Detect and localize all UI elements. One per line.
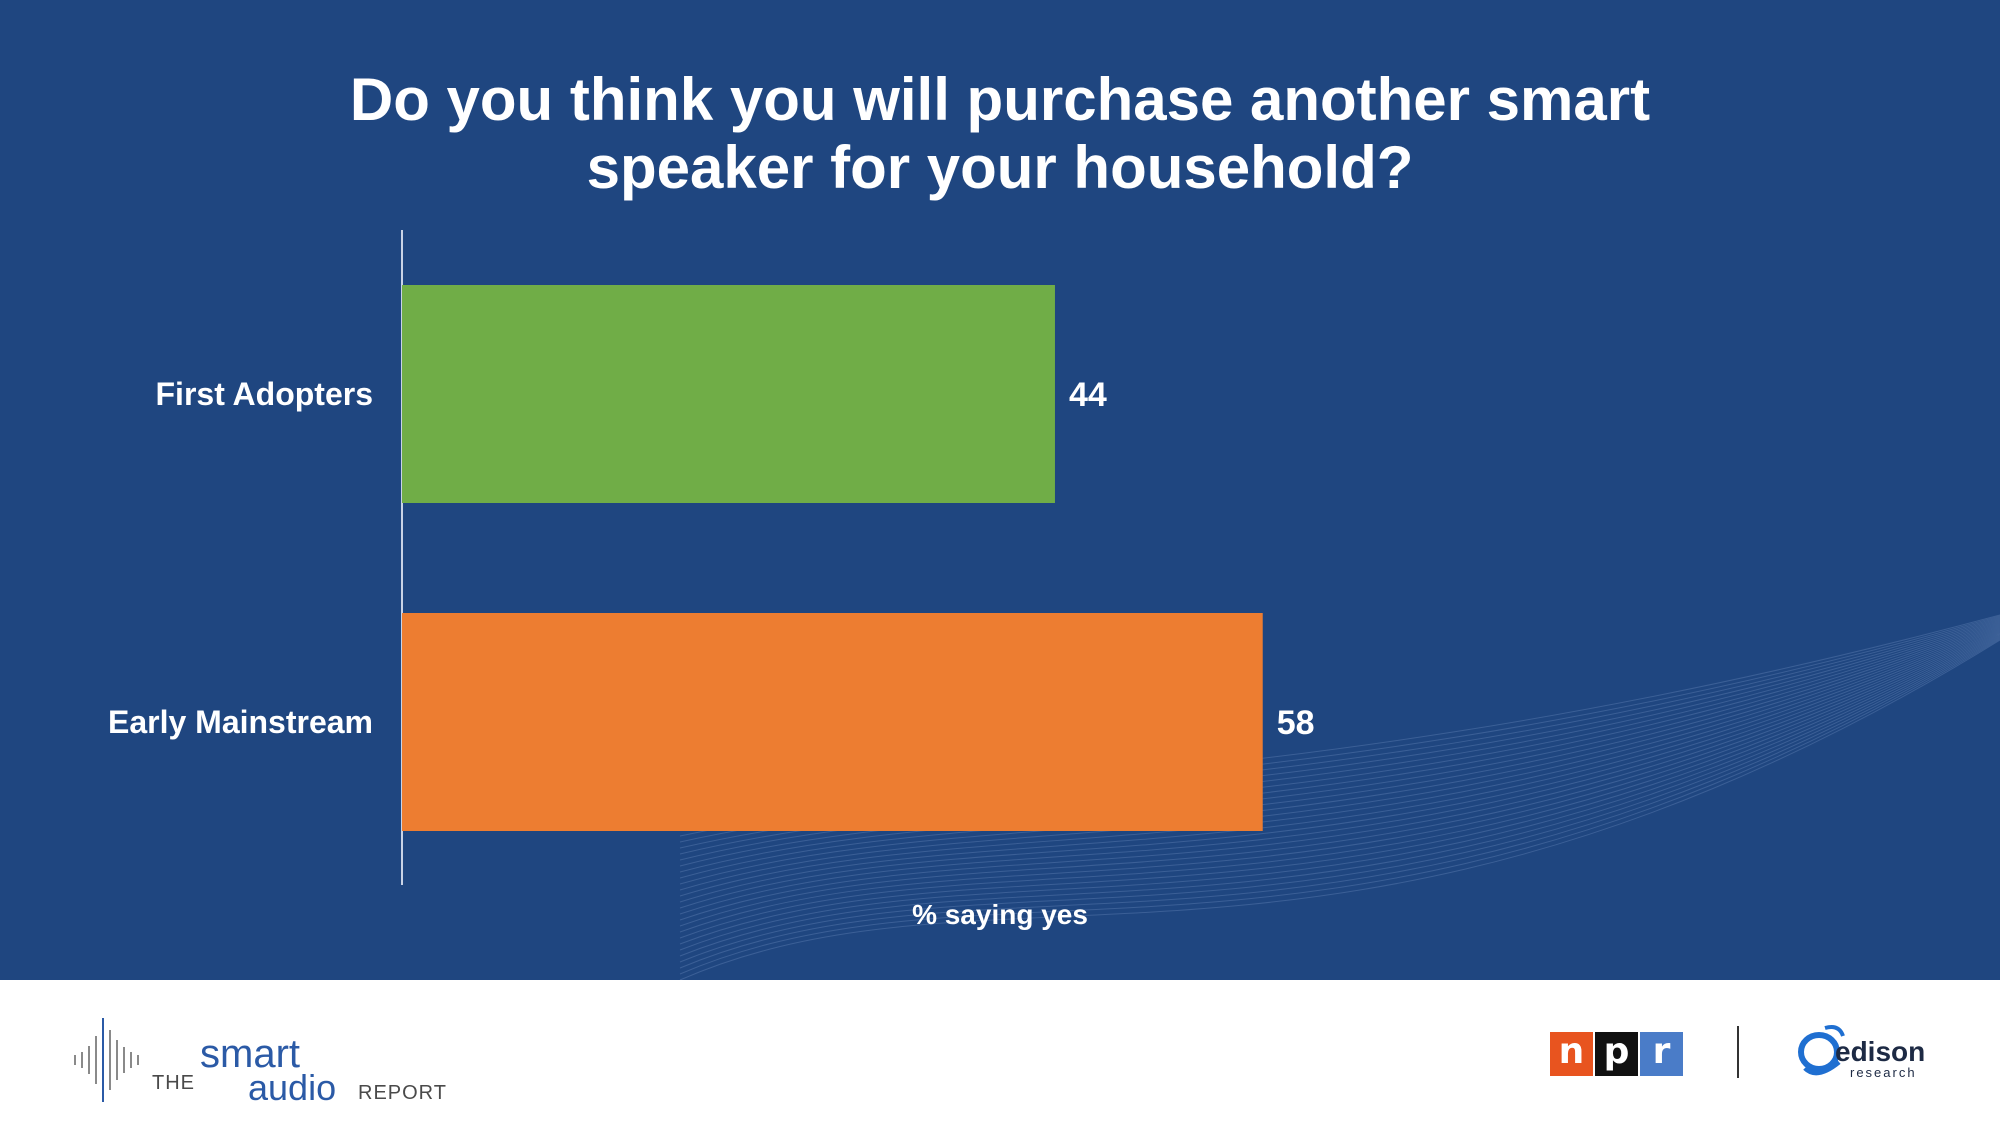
wave-line [679, 639, 2000, 980]
data-label: 58 [1277, 704, 1315, 742]
category-label: Early Mainstream [108, 704, 373, 740]
soundwave-bar [102, 1018, 104, 1102]
chart-title: Do you think you will purchase another s… [349, 66, 1651, 201]
logo-audio-text: audio [248, 1067, 337, 1108]
soundwave-bar [137, 1055, 139, 1065]
wave-line [679, 635, 2000, 957]
wave-line [679, 627, 2000, 909]
soundwave-bar [116, 1040, 118, 1080]
bar [402, 613, 1263, 831]
soundwave-bar [81, 1052, 83, 1068]
data-label: 44 [1069, 376, 1107, 414]
logo-smart-text: smart [200, 1032, 300, 1076]
soundwave-bar [74, 1055, 76, 1065]
edison-research-logo: edison research [1795, 1022, 1935, 1084]
soundwave-bar [123, 1047, 125, 1073]
logo-report-text: REPORT [358, 1082, 447, 1104]
wave-line [679, 631, 2000, 933]
edison-swirl-icon [1798, 1025, 1845, 1076]
edison-subtitle: research [1850, 1065, 1917, 1080]
soundwave-bar [109, 1030, 111, 1090]
logo-the-text: THE [152, 1072, 195, 1094]
wave-line [679, 637, 2000, 969]
smart-audio-report-logo: THE smart audio REPORT [70, 1010, 490, 1110]
footer: THE smart audio REPORT n p r edison rese… [0, 980, 2000, 1125]
soundwave-bar [95, 1036, 97, 1084]
wave-line [679, 634, 2000, 951]
npr-letter-n: n [1550, 1032, 1593, 1076]
bar-chart: First Adopters 44 Early Mainstream 58 % sayi… [108, 230, 1315, 930]
npr-logo: n p r [1550, 1032, 1685, 1076]
soundwave-icon [74, 1018, 139, 1102]
wave-line [679, 630, 2000, 927]
wave-line [679, 638, 2000, 975]
chart-panel: Do you think you will purchase another s… [0, 0, 2000, 980]
npr-letter-p: p [1595, 1032, 1638, 1076]
npr-letter-r: r [1640, 1032, 1683, 1076]
soundwave-bar [88, 1046, 90, 1074]
x-axis-label: % saying yes [912, 899, 1088, 930]
edison-wordmark: edison [1835, 1036, 1926, 1067]
wave-line [679, 633, 2000, 945]
bar [402, 285, 1055, 503]
wave-line [679, 632, 2000, 939]
logo-divider [1737, 1026, 1739, 1078]
category-label: First Adopters [156, 376, 374, 412]
wave-line [679, 636, 2000, 963]
wave-line [679, 628, 2000, 915]
wave-line [679, 629, 2000, 921]
wave-line [679, 626, 2000, 903]
soundwave-bar [130, 1052, 132, 1068]
